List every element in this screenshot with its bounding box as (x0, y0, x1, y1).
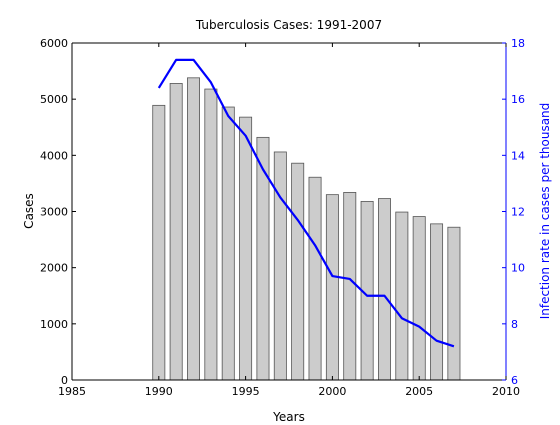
bar (308, 176, 322, 381)
infection-rate-line (157, 58, 455, 348)
y-right-tick-label: 8 (511, 318, 518, 331)
y-tick-label: 5000 (40, 93, 68, 106)
y-right-axis-title: Infection rate in cases per thousand (538, 103, 552, 320)
y-tick-label: 2000 (40, 262, 68, 275)
y-tick-label: 6000 (40, 37, 68, 50)
y-right-tick-label: 6 (511, 374, 518, 387)
chart-title: Tuberculosis Cases: 1991-2007 (195, 18, 382, 32)
line-series (157, 58, 455, 348)
bar-series (152, 77, 461, 381)
bar (169, 83, 183, 381)
bar (343, 192, 357, 381)
y-right-tick-label: 18 (511, 37, 525, 50)
bar (204, 88, 218, 381)
y-tick-label: 0 (61, 374, 68, 387)
x-axis-title: Years (272, 410, 305, 424)
bar (187, 77, 200, 381)
bar (273, 151, 287, 381)
y-right-tick-label: 16 (511, 93, 525, 106)
bar (395, 211, 409, 381)
x-tick-label: 2000 (318, 385, 346, 398)
x-tick-label: 1990 (145, 385, 173, 398)
bar (239, 116, 253, 381)
x-tick-label: 1995 (232, 385, 260, 398)
bar (447, 226, 461, 381)
bar (221, 106, 235, 381)
axes: 1985 1990 1995 2000 2005 2010 0 1000 2000 3000 400… (40, 37, 525, 398)
bar (152, 104, 166, 381)
y-right-tick-label: 10 (511, 262, 525, 275)
x-tick-label: 1985 (58, 385, 86, 398)
bar (412, 216, 426, 381)
bar (378, 198, 391, 381)
y-right-tick-label: 12 (511, 206, 525, 219)
bar (325, 194, 339, 381)
y-tick-label: 1000 (40, 318, 68, 331)
y-tick-label: 3000 (40, 206, 68, 219)
bar (430, 223, 444, 381)
bar (256, 136, 270, 381)
y-tick-label: 4000 (40, 149, 68, 162)
bar (291, 162, 305, 381)
x-tick-label: 2005 (405, 385, 433, 398)
y-axis-title: Cases (22, 193, 36, 229)
y-right-tick-label: 14 (511, 149, 525, 162)
x-tick-label: 2010 (492, 385, 520, 398)
